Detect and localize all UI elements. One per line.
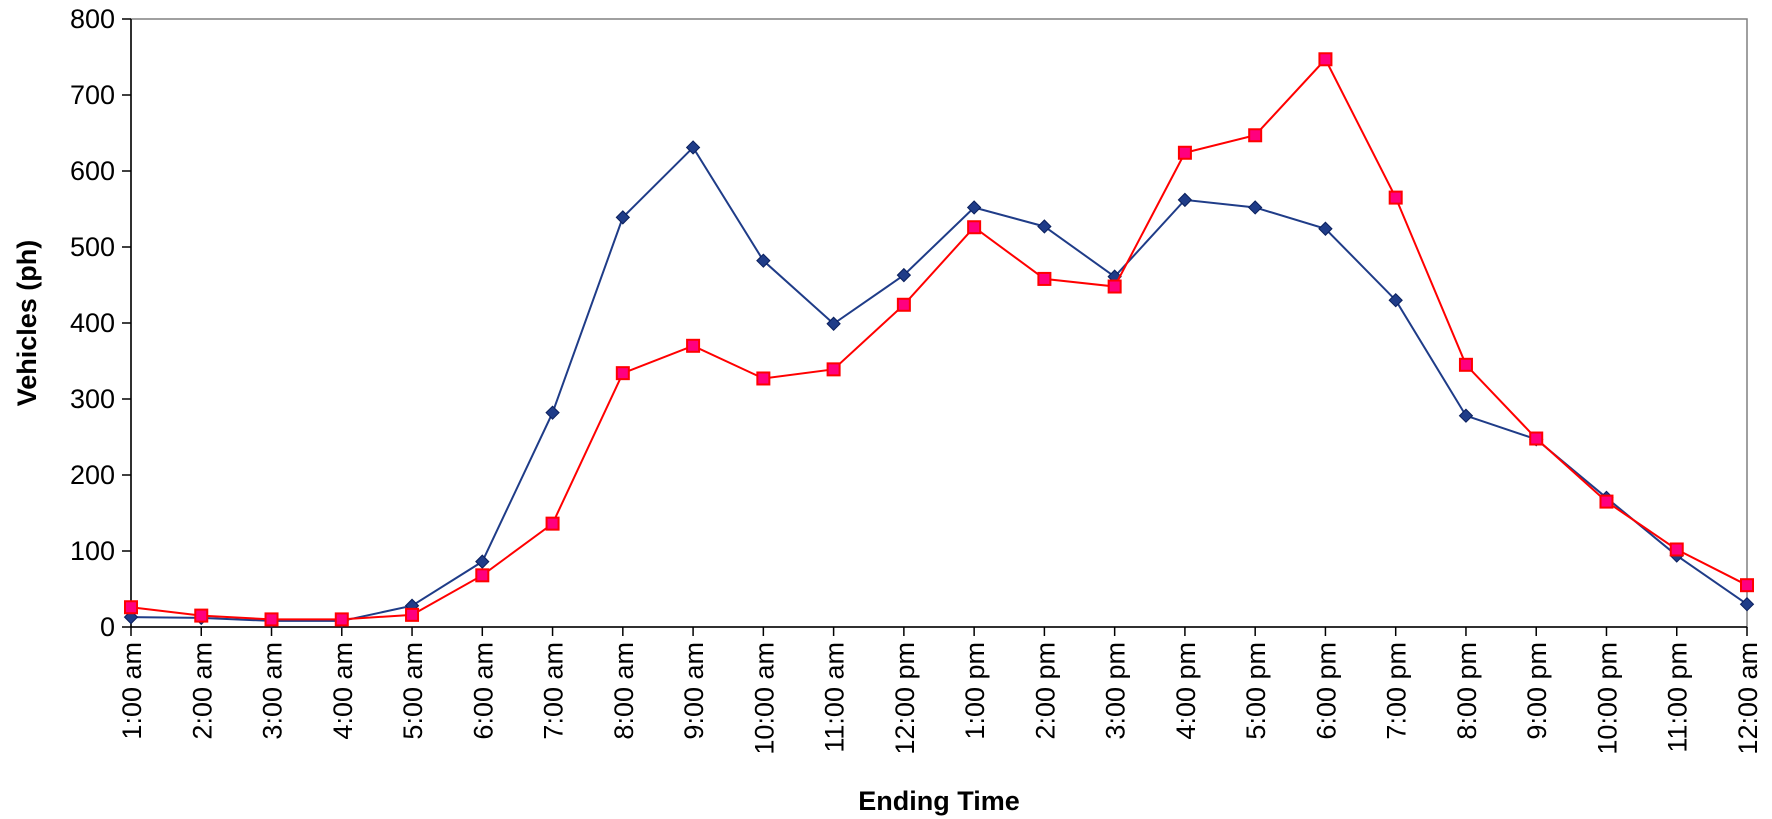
data-point	[1107, 279, 1122, 294]
data-point	[967, 220, 982, 235]
x-tick-label: 3:00 pm	[1101, 642, 1131, 740]
data-point	[1247, 200, 1263, 215]
data-point	[826, 316, 841, 331]
series-1	[123, 140, 1755, 629]
y-tick-label: 100	[70, 536, 115, 566]
x-tick-label: 5:00 am	[398, 642, 428, 740]
x-tick-label: 9:00 pm	[1522, 642, 1552, 740]
data-point	[685, 140, 701, 155]
y-axis: 0 100 200 300 400 500 600 700 800	[70, 4, 132, 642]
x-tick-label: 9:00 am	[679, 642, 709, 740]
series-line	[130, 145, 1748, 622]
data-point	[1177, 145, 1192, 160]
data-point	[1739, 596, 1755, 612]
data-point	[334, 612, 349, 627]
data-point	[1529, 431, 1544, 446]
data-point	[1388, 292, 1403, 308]
data-point	[896, 297, 911, 312]
x-tick-label: 7:00 am	[539, 642, 569, 740]
y-tick-label: 600	[70, 156, 115, 186]
data-point	[1318, 52, 1333, 67]
y-tick-label: 500	[70, 232, 115, 262]
data-point	[1037, 219, 1052, 234]
plot-area	[130, 18, 1748, 628]
data-point	[896, 267, 912, 283]
data-point	[475, 554, 490, 569]
x-axis: 1:00 am 2:00 am 3:00 am 4:00 am 5:00 am 6:00 …	[117, 626, 1763, 755]
x-tick-label: 10:00 pm	[1592, 642, 1622, 755]
x-tick-label: 11:00 am	[820, 642, 850, 753]
data-point	[756, 253, 771, 268]
series-layer	[123, 52, 1755, 629]
x-tick-label: 6:00 pm	[1311, 642, 1341, 740]
data-point	[1458, 357, 1473, 372]
x-tick-label: 8:00 am	[609, 642, 639, 740]
data-point	[1388, 190, 1403, 205]
x-tick-label: 10:00 am	[749, 642, 779, 755]
y-tick-label: 400	[70, 308, 115, 338]
data-point	[545, 405, 560, 420]
data-point	[615, 210, 631, 225]
series-2	[124, 52, 1754, 627]
data-point	[615, 366, 630, 381]
data-point	[405, 607, 420, 622]
data-point	[1318, 221, 1333, 236]
data-point	[966, 200, 982, 215]
y-tick-label: 0	[100, 612, 115, 642]
x-tick-label: 2:00 am	[187, 642, 217, 740]
x-axis-title: Ending Time	[858, 786, 1020, 816]
data-point	[1599, 494, 1614, 509]
y-tick-label: 300	[70, 384, 115, 414]
data-point	[1458, 408, 1474, 423]
x-tick-label: 4:00 am	[328, 642, 358, 740]
data-point	[756, 371, 771, 386]
y-tick-label: 800	[70, 4, 115, 34]
data-point	[124, 600, 138, 615]
x-tick-label: 8:00 pm	[1452, 642, 1482, 740]
y-tick-label: 700	[70, 80, 115, 110]
x-tick-label: 4:00 pm	[1171, 642, 1201, 740]
plot-border	[130, 18, 1748, 628]
data-point	[1177, 192, 1193, 208]
data-point	[1248, 128, 1263, 143]
y-axis-title: Vehicles (ph)	[12, 240, 42, 407]
x-tick-label: 12:00 pm	[890, 642, 920, 755]
y-tick-label: 200	[70, 460, 115, 490]
x-tick-label: 1:00 am	[117, 642, 147, 740]
data-point	[264, 612, 279, 627]
data-point	[1669, 542, 1684, 557]
x-tick-label: 5:00 pm	[1241, 642, 1271, 740]
data-point	[1037, 271, 1052, 286]
data-point	[545, 516, 560, 531]
data-point	[826, 362, 841, 377]
x-tick-label: 6:00 am	[468, 642, 498, 740]
data-point	[475, 568, 490, 583]
x-tick-label: 1:00 pm	[960, 642, 990, 740]
data-point	[194, 608, 209, 623]
x-tick-label: 3:00 am	[258, 642, 288, 740]
data-point	[1740, 578, 1754, 593]
x-tick-label: 11:00 pm	[1663, 642, 1693, 753]
data-point	[686, 338, 701, 353]
series-line	[130, 57, 1748, 621]
x-tick-label: 2:00 pm	[1030, 642, 1060, 740]
x-tick-label: 7:00 pm	[1382, 642, 1412, 740]
x-tick-label: 12:00 am	[1733, 642, 1763, 755]
